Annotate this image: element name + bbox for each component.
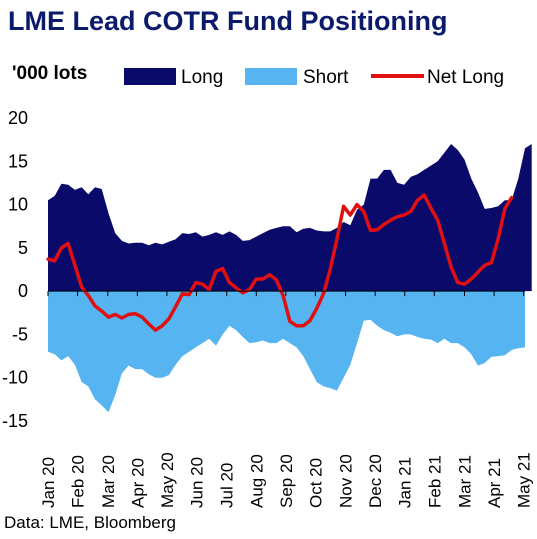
legend-long-label: Long [181, 67, 223, 88]
x-tick-label: Mar 20 [99, 455, 118, 508]
x-tick-label: May 20 [158, 452, 177, 508]
x-tick-label: Jun 20 [187, 457, 206, 508]
net-long-line [46, 193, 514, 332]
y-tick-label: 0 [18, 281, 28, 301]
legend-net-label: Net Long [427, 67, 504, 88]
source-note: Data: LME, Bloomberg [4, 513, 176, 532]
x-tick-label: May 21 [515, 452, 534, 508]
y-axis-units: '000 lots [12, 63, 88, 84]
y-tick-label: 20 [8, 108, 28, 128]
x-tick-label: Mar 21 [456, 455, 475, 508]
x-tick-label: Aug 20 [247, 454, 266, 508]
x-tick-label: Nov 20 [337, 454, 356, 508]
x-tick-label: Apr 20 [128, 458, 147, 508]
x-tick-label: Feb 21 [425, 455, 444, 508]
x-tick-label: Jul 20 [218, 463, 237, 508]
y-tick-label: 15 [8, 151, 28, 171]
legend-short-label: Short [303, 67, 349, 88]
y-tick-label: -10 [2, 368, 28, 388]
x-tick-label: Jan 21 [396, 457, 415, 508]
x-tick-label: Oct 20 [306, 458, 325, 508]
x-tick-label: Apr 21 [485, 458, 504, 508]
y-tick-label: 5 [18, 238, 28, 258]
legend-long-swatch [124, 68, 176, 85]
x-tick-label: Sep 20 [277, 454, 296, 508]
y-tick-label: -5 [12, 324, 28, 344]
y-tick-label: -15 [2, 411, 28, 431]
x-tick-label: Feb 20 [69, 455, 88, 508]
x-tick-label: Dec 20 [366, 454, 385, 508]
long-area [48, 144, 532, 292]
legend-short-swatch [245, 68, 297, 85]
x-tick-label: Jan 20 [39, 457, 58, 508]
chart-title: LME Lead COTR Fund Positioning [8, 6, 448, 36]
y-tick-label: 10 [8, 195, 28, 215]
